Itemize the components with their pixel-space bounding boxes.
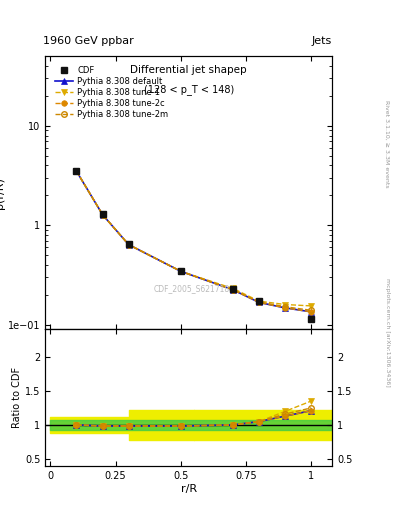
Pythia 8.308 default [126,242,131,248]
Text: 1960 GeV ppbar: 1960 GeV ppbar [43,36,134,46]
Line: Pythia 8.308 tune-2c: Pythia 8.308 tune-2c [74,168,314,315]
Legend: CDF, Pythia 8.308 default, Pythia 8.308 tune-1, Pythia 8.308 tune-2c, Pythia 8.3: CDF, Pythia 8.308 default, Pythia 8.308 … [51,62,172,122]
Text: Differential jet shapep: Differential jet shapep [130,65,247,75]
Text: Jets: Jets [312,36,332,46]
Pythia 8.308 tune-2c [257,300,261,306]
Pythia 8.308 default [178,268,183,274]
Pythia 8.308 tune-2m [74,168,79,174]
Line: Pythia 8.308 tune-2m: Pythia 8.308 tune-2m [74,168,314,313]
Pythia 8.308 tune-2m [178,268,183,274]
Text: CDF_2005_S6217184: CDF_2005_S6217184 [154,284,235,293]
Pythia 8.308 default [309,309,314,315]
Pythia 8.308 tune-1 [283,302,288,308]
Pythia 8.308 default [100,211,105,218]
CDF [309,316,314,322]
Pythia 8.308 default [283,305,288,311]
Line: CDF: CDF [73,168,315,322]
Pythia 8.308 tune-1 [126,242,131,248]
Pythia 8.308 tune-2c [231,287,235,293]
Pythia 8.308 default [257,300,261,306]
Pythia 8.308 tune-2m [283,304,288,310]
Y-axis label: Ratio to CDF: Ratio to CDF [12,367,22,428]
Pythia 8.308 tune-1 [231,285,235,291]
Pythia 8.308 tune-1 [178,268,183,274]
Line: Pythia 8.308 default: Pythia 8.308 default [74,168,314,315]
Pythia 8.308 tune-2c [126,242,131,248]
Pythia 8.308 tune-2m [309,307,314,313]
Pythia 8.308 tune-1 [257,298,261,304]
Pythia 8.308 tune-2m [231,287,235,293]
CDF [100,211,105,217]
Text: Rivet 3.1.10, ≥ 3.3M events: Rivet 3.1.10, ≥ 3.3M events [385,99,389,187]
Pythia 8.308 tune-2c [74,168,79,174]
CDF [74,168,79,174]
Pythia 8.308 default [231,287,235,293]
CDF [126,241,131,247]
Pythia 8.308 tune-2c [283,305,288,311]
Pythia 8.308 tune-2c [100,211,105,218]
Pythia 8.308 tune-2c [309,309,314,315]
CDF [178,268,183,274]
Pythia 8.308 default [74,168,79,174]
Pythia 8.308 tune-2m [100,211,105,218]
X-axis label: r/R: r/R [180,483,197,494]
Pythia 8.308 tune-1 [309,303,314,309]
Pythia 8.308 tune-1 [100,211,105,218]
Text: mcplots.cern.ch [arXiv:1306.3436]: mcplots.cern.ch [arXiv:1306.3436] [385,279,389,387]
CDF [231,286,235,292]
Text: (128 < p_T < 148): (128 < p_T < 148) [143,83,234,95]
Pythia 8.308 tune-2c [178,268,183,274]
Line: Pythia 8.308 tune-1: Pythia 8.308 tune-1 [74,168,314,309]
Pythia 8.308 tune-1 [74,168,79,174]
Pythia 8.308 tune-2m [126,242,131,248]
Pythia 8.308 tune-2m [257,299,261,305]
CDF [257,297,261,304]
Y-axis label: ρ(r/R): ρ(r/R) [0,177,5,209]
